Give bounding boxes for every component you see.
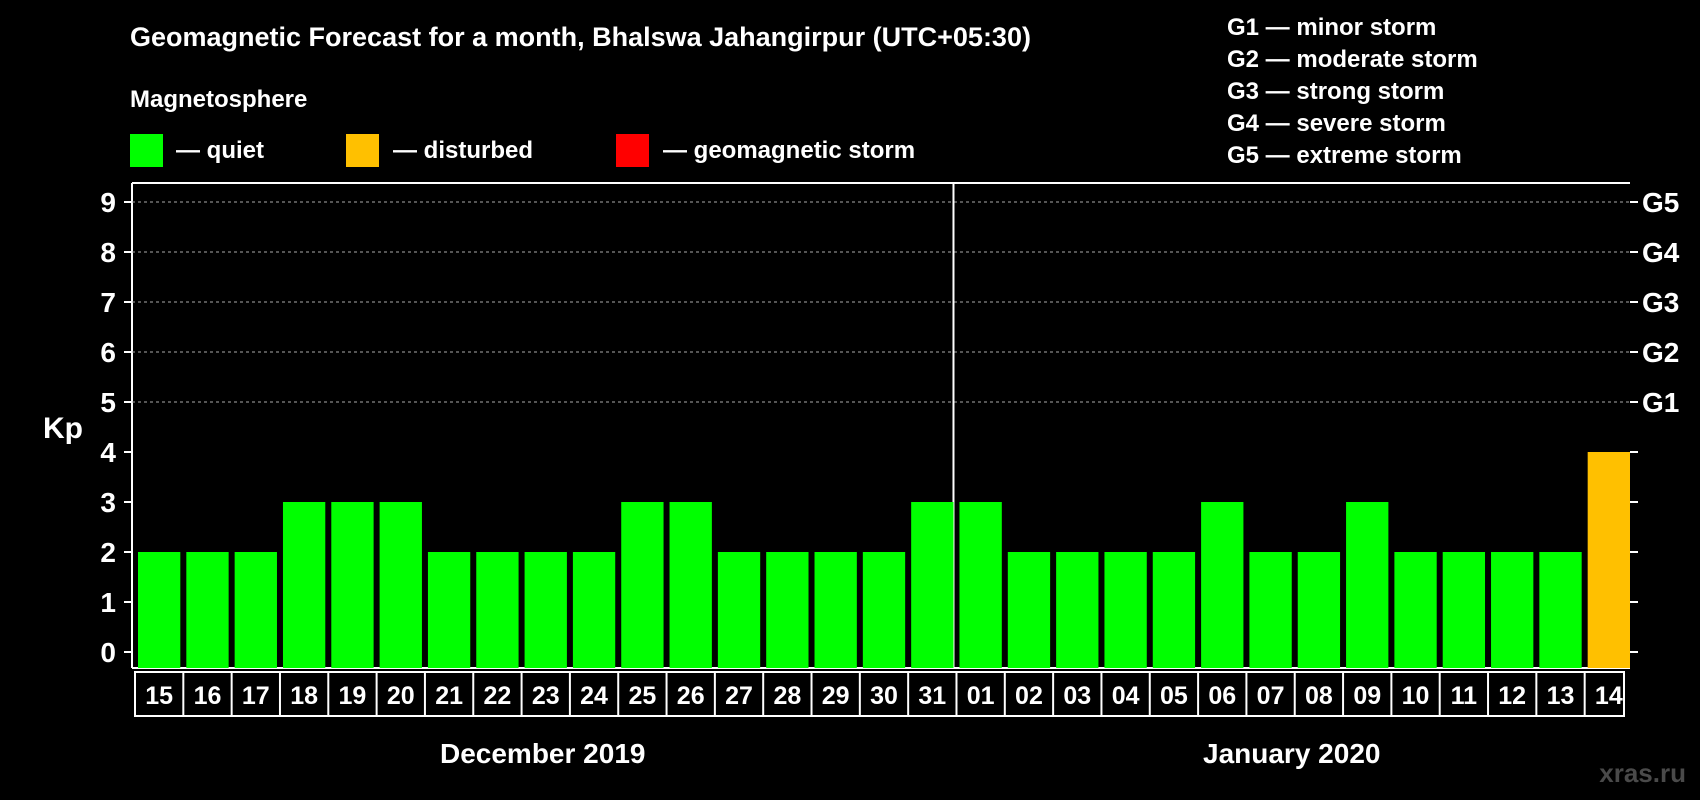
x-tick-label: 04 bbox=[1112, 682, 1140, 710]
g-scale-label: G3 bbox=[1642, 287, 1679, 318]
bar bbox=[282, 502, 326, 668]
bar bbox=[572, 552, 616, 668]
bar bbox=[524, 552, 567, 668]
x-tick-label: 09 bbox=[1353, 682, 1381, 710]
watermark: xras.ru bbox=[1599, 758, 1686, 788]
x-tick-label: 28 bbox=[773, 682, 801, 710]
bar bbox=[1491, 552, 1534, 668]
g-scale-label: G2 bbox=[1642, 337, 1679, 368]
x-tick-label: 10 bbox=[1402, 682, 1430, 710]
y-tick-label: 3 bbox=[100, 487, 116, 518]
x-tick-label: 06 bbox=[1208, 682, 1236, 710]
legend-swatch-storm bbox=[616, 134, 649, 167]
legend-heading: Magnetosphere bbox=[130, 86, 308, 113]
bar bbox=[379, 502, 422, 668]
x-tick-label: 27 bbox=[725, 682, 753, 710]
x-tick-label: 14 bbox=[1595, 682, 1623, 710]
bar bbox=[234, 552, 277, 668]
y-tick-label: 1 bbox=[100, 587, 116, 618]
bar bbox=[621, 502, 664, 668]
x-tick-label: 17 bbox=[242, 682, 270, 710]
bar bbox=[1442, 552, 1486, 668]
x-tick-label: 25 bbox=[628, 682, 656, 710]
y-tick-label: 2 bbox=[100, 537, 116, 568]
x-tick-label: 03 bbox=[1063, 682, 1091, 710]
y-axis-title: Kp bbox=[43, 412, 83, 445]
legend-label-disturbed: — disturbed bbox=[393, 137, 534, 164]
x-tick-label: 13 bbox=[1547, 682, 1575, 710]
bar bbox=[1056, 552, 1099, 668]
storm-scale-g2: G2 — moderate storm bbox=[1227, 46, 1478, 73]
bar bbox=[1104, 552, 1147, 668]
legend-label-storm: — geomagnetic storm bbox=[663, 137, 916, 164]
storm-scale-g5: G5 — extreme storm bbox=[1227, 142, 1462, 169]
bar bbox=[1394, 552, 1437, 668]
x-tick-label: 30 bbox=[870, 682, 898, 710]
x-tick-label: 05 bbox=[1160, 682, 1188, 710]
y-tick-label: 4 bbox=[100, 437, 116, 468]
storm-scale-g3: G3 — strong storm bbox=[1227, 78, 1445, 105]
bar bbox=[1201, 502, 1244, 668]
y-tick-label: 7 bbox=[100, 287, 116, 318]
y-tick-label: 9 bbox=[100, 187, 116, 218]
y-tick-label: 8 bbox=[100, 237, 116, 268]
x-tick-label: 01 bbox=[967, 682, 995, 710]
bar bbox=[1346, 502, 1389, 668]
x-tick-label: 16 bbox=[194, 682, 222, 710]
x-tick-label: 18 bbox=[290, 682, 318, 710]
bar bbox=[1587, 452, 1630, 668]
bar bbox=[1539, 552, 1582, 668]
x-tick-label: 07 bbox=[1257, 682, 1285, 710]
month-label: December 2019 bbox=[440, 738, 645, 769]
bar bbox=[138, 552, 181, 668]
bar bbox=[814, 552, 857, 668]
x-tick-label: 15 bbox=[145, 682, 173, 710]
legend-swatch-disturbed bbox=[346, 134, 379, 167]
bar bbox=[1007, 552, 1051, 668]
x-tick-label: 21 bbox=[435, 682, 463, 710]
chart-title: Geomagnetic Forecast for a month, Bhalsw… bbox=[130, 22, 1031, 52]
x-tick-label: 08 bbox=[1305, 682, 1333, 710]
bar bbox=[1152, 552, 1196, 668]
bar bbox=[1249, 552, 1292, 668]
legend-swatch-quiet bbox=[130, 134, 163, 167]
bar bbox=[717, 552, 761, 668]
x-tick-label: 11 bbox=[1451, 682, 1478, 710]
g-scale-label: G4 bbox=[1642, 237, 1680, 268]
x-tick-label: 24 bbox=[580, 682, 608, 710]
bar bbox=[427, 552, 471, 668]
bar bbox=[766, 552, 809, 668]
y-tick-label: 5 bbox=[100, 387, 116, 418]
bar bbox=[186, 552, 229, 668]
storm-scale-g4: G4 — severe storm bbox=[1227, 110, 1446, 137]
x-tick-label: 23 bbox=[532, 682, 560, 710]
legend-label-quiet: — quiet bbox=[176, 137, 264, 164]
storm-scale-g1: G1 — minor storm bbox=[1227, 14, 1437, 41]
bar bbox=[669, 502, 712, 668]
bar bbox=[959, 502, 1002, 668]
x-tick-label: 29 bbox=[822, 682, 850, 710]
x-tick-label: 19 bbox=[339, 682, 367, 710]
x-tick-label: 02 bbox=[1015, 682, 1043, 710]
x-tick-label: 20 bbox=[387, 682, 415, 710]
bar bbox=[1297, 552, 1341, 668]
x-tick-label: 22 bbox=[484, 682, 512, 710]
bar bbox=[331, 502, 374, 668]
day-label-frame bbox=[134, 671, 1625, 717]
x-tick-label: 12 bbox=[1498, 682, 1526, 710]
month-label: January 2020 bbox=[1203, 738, 1380, 769]
bar bbox=[862, 552, 906, 668]
bar bbox=[476, 552, 519, 668]
x-tick-label: 31 bbox=[918, 682, 946, 710]
x-tick-label: 26 bbox=[677, 682, 705, 710]
g-scale-label: G5 bbox=[1642, 187, 1679, 218]
bar bbox=[911, 502, 954, 668]
y-tick-label: 6 bbox=[100, 337, 116, 368]
g-scale-label: G1 bbox=[1642, 387, 1679, 418]
y-tick-label: 0 bbox=[100, 637, 116, 668]
